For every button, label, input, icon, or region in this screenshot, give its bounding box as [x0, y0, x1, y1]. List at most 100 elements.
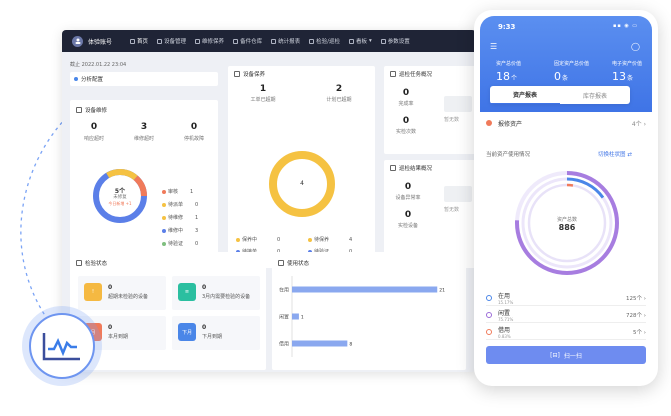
usage-icon [278, 260, 284, 266]
ring-value: 886 [558, 223, 576, 232]
legend-value: 0 [195, 240, 199, 247]
inspect-item-label: 本月到期 [108, 334, 129, 340]
nav-report[interactable]: 统计报表 [271, 37, 300, 45]
empty-illustration [444, 186, 472, 202]
icon-glyph: ≡ [184, 289, 190, 295]
chat-icon[interactable]: ◯ [631, 42, 640, 51]
analysis-config-button[interactable]: 分析配置 [70, 72, 218, 86]
legend-value: 0 [277, 249, 280, 255]
bar-value-label: 1 [301, 315, 304, 321]
inspect-item[interactable]: ! 0 超期未检验的设备 [78, 276, 166, 310]
inspect-item[interactable]: ≡ 0 3月内需要检验的设备 [172, 276, 260, 310]
nav-maintain[interactable]: 维修保养 [195, 37, 224, 45]
maint-donut-value: 4 [300, 180, 304, 187]
wrench-icon [76, 107, 82, 113]
usage-card: 使用状态 在用 21 闲置 1 借用 8 [272, 252, 466, 370]
legend-value: 1 [190, 188, 194, 195]
status-percent: 0.83% [498, 333, 511, 339]
maint-stat-label: 计划已超期 [326, 97, 352, 103]
ring-label: 资产总数 [556, 217, 577, 223]
category-label: 闲置 [279, 314, 289, 321]
nav-home[interactable]: 首页 [130, 37, 148, 45]
calendar-icon [234, 71, 240, 77]
check-empty: 暂无数 [444, 207, 460, 213]
legend-item: 待维修 1 [162, 214, 198, 221]
board-icon [348, 38, 354, 44]
status-value: 125个 › [626, 295, 646, 302]
scan-button[interactable]: [⊟] 扫一扫 [486, 346, 646, 364]
repair-donut-value: 5个 [114, 188, 126, 195]
legend-dot [162, 228, 166, 233]
time-label: 截止 2022.01.22 23:04 [70, 62, 127, 68]
legend-label: 维修中 [168, 228, 184, 234]
patrol-stat-value: 0 [402, 88, 410, 98]
status-text: 闲置 75.71% [498, 308, 513, 322]
nav-settings[interactable]: 参数设置 [380, 37, 410, 45]
user-name[interactable]: 体验账号 [88, 38, 113, 46]
bar-value-label: 8 [349, 342, 352, 348]
nav-device[interactable]: 设备管理 [157, 37, 186, 45]
inspect-item-value: 0 [108, 324, 113, 331]
inspect-item-icon: ≡ [178, 283, 196, 301]
asset-status-row[interactable]: 闲置 75.71% 728个 › [486, 307, 646, 323]
legend-item: 待保养 4 [308, 236, 352, 243]
gear-icon [380, 38, 386, 44]
tab-asset-report[interactable]: 资产报表 [490, 86, 560, 104]
patrol-stat-label: 实检次数 [395, 129, 416, 135]
inspect-item-label: 超期未检验的设备 [108, 294, 149, 300]
legend-dot [308, 237, 312, 242]
icon-glyph: 月 [90, 329, 96, 336]
maint-card: 设备保养 1 工单已超期 2 计划已超期 4 保养中0待保养4待接单0待验证0 [228, 66, 375, 268]
icon-glyph: 下月 [181, 329, 192, 336]
legend-label: 审核 [168, 189, 179, 195]
switch-chart-button[interactable]: 切换柱状图 ⇄ [598, 152, 632, 158]
inspect-item[interactable]: 下月 0 下月到期 [172, 316, 260, 350]
asset-status-row[interactable]: 借用 0.83% 5个 › [486, 324, 646, 340]
inspect-item-icon: ! [84, 283, 102, 301]
avatar[interactable] [72, 35, 83, 47]
legend-value: 3 [195, 227, 199, 234]
config-icon [74, 77, 78, 81]
inspect-item-label: 3月内需要检验的设备 [202, 294, 251, 300]
nav-inspect[interactable]: 检验/巡检 [309, 37, 340, 45]
repair-stat-label: 停机故障 [183, 136, 204, 142]
status-label: 借用 [498, 326, 511, 334]
status-dot [486, 328, 492, 335]
phone-time: 9:33 [498, 23, 516, 31]
nav-spare[interactable]: 备件仓库 [233, 37, 262, 45]
legend-item: 保养中 0 [236, 236, 280, 243]
repair-stat-label: 响应超时 [83, 136, 104, 142]
repair-title: 设备维修 [85, 108, 108, 114]
patrol-stat-value: 0 [402, 116, 410, 126]
stat-value: 18个 [496, 70, 518, 83]
status-icons: ▪▪ ◉ ▭ [612, 23, 638, 29]
icon-glyph: ! [91, 289, 94, 295]
legend-dot [236, 237, 240, 242]
menu-icon[interactable]: ☰ [490, 42, 498, 51]
maint-stat-value: 1 [259, 84, 267, 94]
status-label: 闲置 [498, 309, 511, 317]
patrol-stat-label: 完成率 [398, 101, 414, 107]
stat-value: 13条 [612, 70, 634, 83]
inspect-item-label: 下月到期 [202, 334, 223, 340]
repair-card: 设备维修 0 响应超时 3 维修超时 0 停机故障 5个 未修复 今日新增 +1… [70, 100, 218, 268]
legend-value: 4 [349, 236, 353, 243]
check-card: 巡检结果概况 0 设备异常率 0 实检设备 暂无数 [384, 160, 476, 268]
legend-item: 审核 1 [162, 188, 193, 195]
tab-stock-report[interactable]: 库存报表 [582, 92, 607, 100]
patrol-empty: 暂无数 [444, 117, 460, 123]
status-value: 728个 › [626, 312, 646, 319]
box-icon [233, 38, 239, 44]
legend-dot [162, 202, 166, 207]
bar [292, 340, 348, 347]
desktop-window: 体验账号 首页 设备管理 维修保养 备件仓库 统计报表 检验/巡检 看板 ▾ 参数… [62, 30, 476, 372]
inspect-item-value: 0 [202, 284, 207, 291]
repair-icon [486, 120, 492, 126]
nav-board[interactable]: 看板 ▾ [348, 37, 372, 45]
check-stat-label: 实检设备 [397, 223, 418, 229]
legend-label: 待派单 [168, 202, 184, 208]
asset-status-row[interactable]: 在用 15.17% 125个 › [486, 290, 646, 306]
inspect-item-value: 0 [108, 284, 113, 291]
repair-asset-row[interactable]: 报修资产 4个 › [486, 112, 646, 134]
maint-stat-label: 工单已超期 [250, 97, 276, 103]
